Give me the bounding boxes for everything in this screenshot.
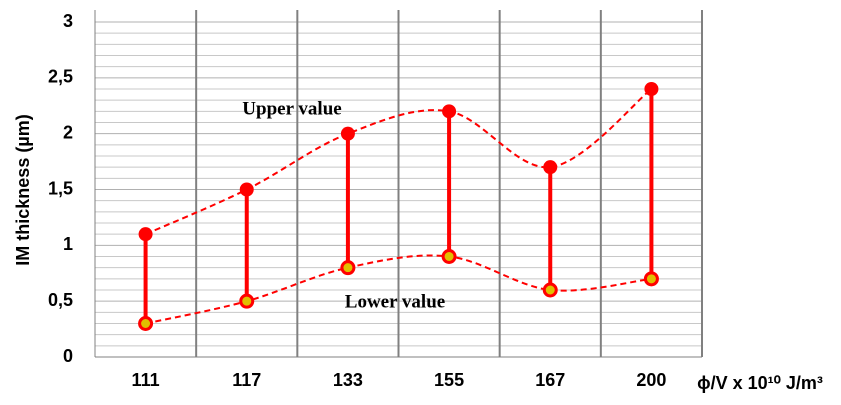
y-tick-label: 0,5 — [48, 290, 73, 310]
lower-marker — [643, 271, 659, 287]
lower-marker — [441, 249, 457, 264]
upper-marker — [543, 160, 558, 175]
y-tick-label: 0 — [63, 346, 73, 366]
x-tick-label: 111 — [132, 370, 160, 390]
x-tick-label: 155 — [434, 370, 464, 390]
y-axis-title: IM thickness (µm) — [13, 114, 33, 265]
x-tick-label: 117 — [232, 370, 261, 390]
upper-marker — [340, 126, 355, 141]
y-tick-label: 2 — [63, 122, 73, 142]
upper-marker — [644, 82, 659, 96]
upper-marker — [138, 227, 153, 242]
trend-curve — [145, 254, 652, 325]
x-tick-label: 167 — [535, 370, 565, 390]
annotation: Lower value — [345, 291, 445, 312]
upper-marker — [442, 104, 457, 119]
lower-marker — [138, 316, 154, 331]
y-tick-label: 1,5 — [48, 178, 73, 198]
y-tick-label: 1 — [63, 234, 73, 254]
lower-marker — [340, 260, 356, 276]
y-tick-label: 2,5 — [48, 67, 73, 87]
lower-marker — [239, 293, 255, 309]
x-tick-label: 200 — [636, 370, 666, 390]
lower-marker — [542, 282, 558, 298]
x-axis-title: ϕ/V x 10¹⁰ J/m³ — [697, 373, 823, 393]
x-tick-label: 133 — [333, 370, 363, 390]
trend-curve — [145, 88, 653, 236]
y-tick-label: 3 — [63, 11, 73, 31]
upper-marker — [239, 182, 254, 197]
annotation: Upper value — [242, 98, 341, 119]
